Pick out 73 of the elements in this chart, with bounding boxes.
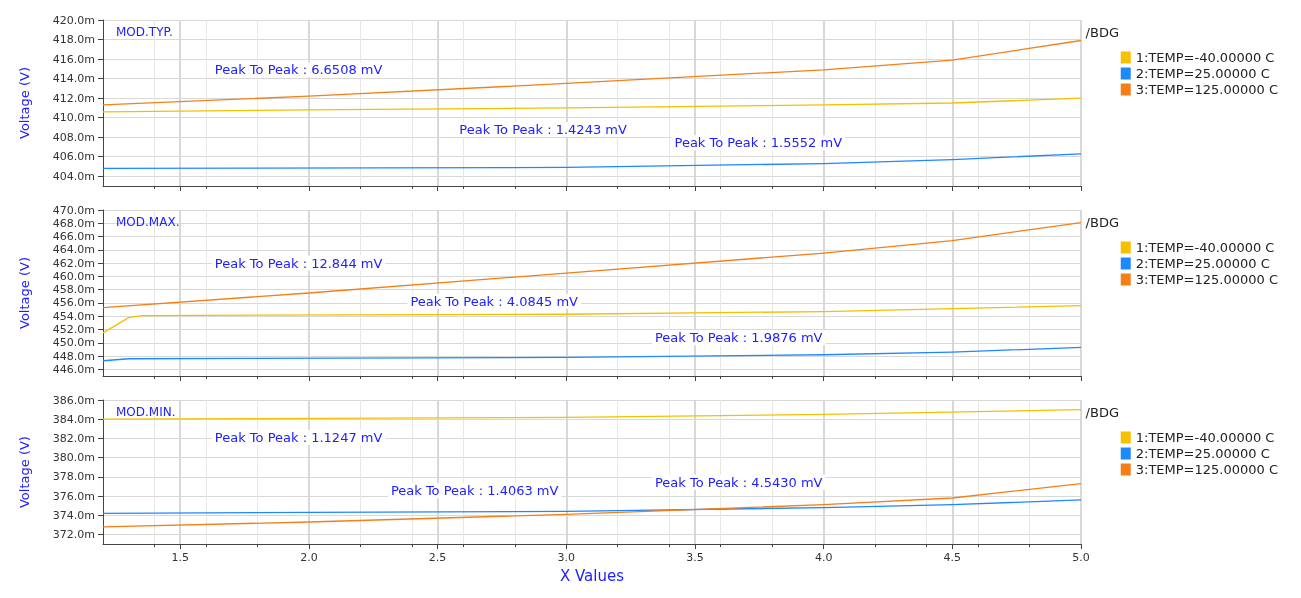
y-tick-label: 470.0m bbox=[52, 203, 95, 217]
annotation: Peak To Peak : 4.0845 mV bbox=[410, 293, 579, 309]
line-series bbox=[102, 39, 1082, 106]
y-tick-label: 384.0m bbox=[52, 412, 95, 426]
line-series bbox=[102, 97, 1082, 113]
y-tick-label: 412.0m bbox=[52, 91, 95, 105]
x-tick-label: 4.0 bbox=[814, 551, 833, 565]
y-axis-title: Voltage (V) bbox=[17, 436, 32, 509]
legend-title: /BDG bbox=[1085, 405, 1120, 420]
chart-title: MOD.MAX. bbox=[116, 215, 180, 229]
y-tick-label: 452.0m bbox=[52, 323, 95, 337]
chart-title: MOD.MIN. bbox=[116, 405, 176, 419]
line-series bbox=[102, 153, 1082, 170]
legend-title: /BDG bbox=[1085, 25, 1120, 40]
x-tick-label: 2.5 bbox=[428, 551, 447, 565]
y-tick-label: 376.0m bbox=[52, 489, 95, 503]
x-axis-title: X Values bbox=[559, 566, 625, 585]
y-tick-label: 414.0m bbox=[52, 72, 95, 86]
line-series bbox=[102, 408, 1082, 420]
y-tick-label: 462.0m bbox=[52, 256, 95, 270]
x-tick-label: 3.0 bbox=[557, 551, 576, 565]
annotation: Peak To Peak : 1.4063 mV bbox=[390, 483, 559, 499]
line-series bbox=[102, 499, 1082, 515]
y-tick-label: 456.0m bbox=[52, 296, 95, 310]
y-tick-label: 416.0m bbox=[52, 52, 95, 66]
legend-label: 2:TEMP=25.00000 C bbox=[1135, 256, 1270, 271]
legend-title: /BDG bbox=[1085, 215, 1120, 230]
y-tick-label: 466.0m bbox=[52, 230, 95, 244]
y-tick-label: 454.0m bbox=[52, 309, 95, 323]
y-tick-label: 448.0m bbox=[52, 349, 95, 363]
x-tick-label: 3.5 bbox=[686, 551, 704, 565]
legend-label: 1:TEMP=-40.00000 C bbox=[1135, 50, 1275, 65]
x-tick-label: 1.5 bbox=[171, 551, 189, 565]
x-tick-label: 2.0 bbox=[300, 551, 318, 565]
annotation: Peak To Peak : 1.1247 mV bbox=[214, 429, 383, 445]
legend-label: 1:TEMP=-40.00000 C bbox=[1135, 430, 1275, 445]
y-tick-label: 378.0m bbox=[52, 470, 95, 484]
legend-label: 2:TEMP=25.00000 C bbox=[1135, 446, 1270, 461]
y-tick-label: 410.0m bbox=[52, 111, 95, 125]
y-tick-label: 446.0m bbox=[52, 362, 95, 376]
annotation: Peak To Peak : 1.4243 mV bbox=[459, 122, 627, 138]
y-tick-label: 460.0m bbox=[52, 269, 95, 283]
y-tick-label: 382.0m bbox=[52, 431, 95, 445]
y-tick-label: 386.0m bbox=[52, 393, 95, 407]
y-tick-label: 374.0m bbox=[52, 508, 95, 522]
annotation: Peak To Peak : 1.9876 mV bbox=[654, 330, 823, 346]
annotation: Peak To Peak : 1.5552 mV bbox=[674, 135, 843, 151]
y-tick-label: 420.0m bbox=[52, 13, 95, 27]
legend-label: 3:TEMP=125.00000 C bbox=[1135, 82, 1278, 97]
y-tick-label: 464.0m bbox=[52, 243, 95, 257]
annotation: Peak To Peak : 4.5430 mV bbox=[654, 474, 823, 490]
y-tick-label: 458.0m bbox=[52, 283, 95, 297]
annotation: Peak To Peak : 12.844 mV bbox=[214, 255, 383, 271]
y-tick-label: 404.0m bbox=[52, 169, 95, 183]
y-tick-label: 406.0m bbox=[52, 150, 95, 164]
annotation: Peak To Peak : 6.6508 mV bbox=[214, 62, 383, 78]
x-tick-label: 5.0 bbox=[1072, 551, 1090, 565]
chart-title: MOD.TYP. bbox=[116, 25, 173, 39]
y-axis-title: Voltage (V) bbox=[17, 67, 32, 139]
y-axis-title: Voltage (V) bbox=[17, 257, 32, 329]
legend-label: 3:TEMP=125.00000 C bbox=[1135, 272, 1278, 287]
y-tick-label: 372.0m bbox=[52, 527, 95, 541]
legend-label: 2:TEMP=25.00000 C bbox=[1135, 66, 1270, 81]
legend-label: 3:TEMP=125.00000 C bbox=[1135, 462, 1278, 477]
y-tick-label: 408.0m bbox=[52, 130, 95, 144]
y-tick-label: 450.0m bbox=[52, 336, 95, 350]
y-tick-label: 418.0m bbox=[52, 33, 95, 47]
y-tick-label: 468.0m bbox=[52, 216, 95, 230]
line-series bbox=[102, 304, 1082, 334]
legend-label: 1:TEMP=-40.00000 C bbox=[1135, 240, 1275, 255]
x-tick-label: 4.5 bbox=[943, 551, 962, 565]
y-tick-label: 380.0m bbox=[52, 451, 95, 465]
line-series bbox=[102, 346, 1082, 362]
